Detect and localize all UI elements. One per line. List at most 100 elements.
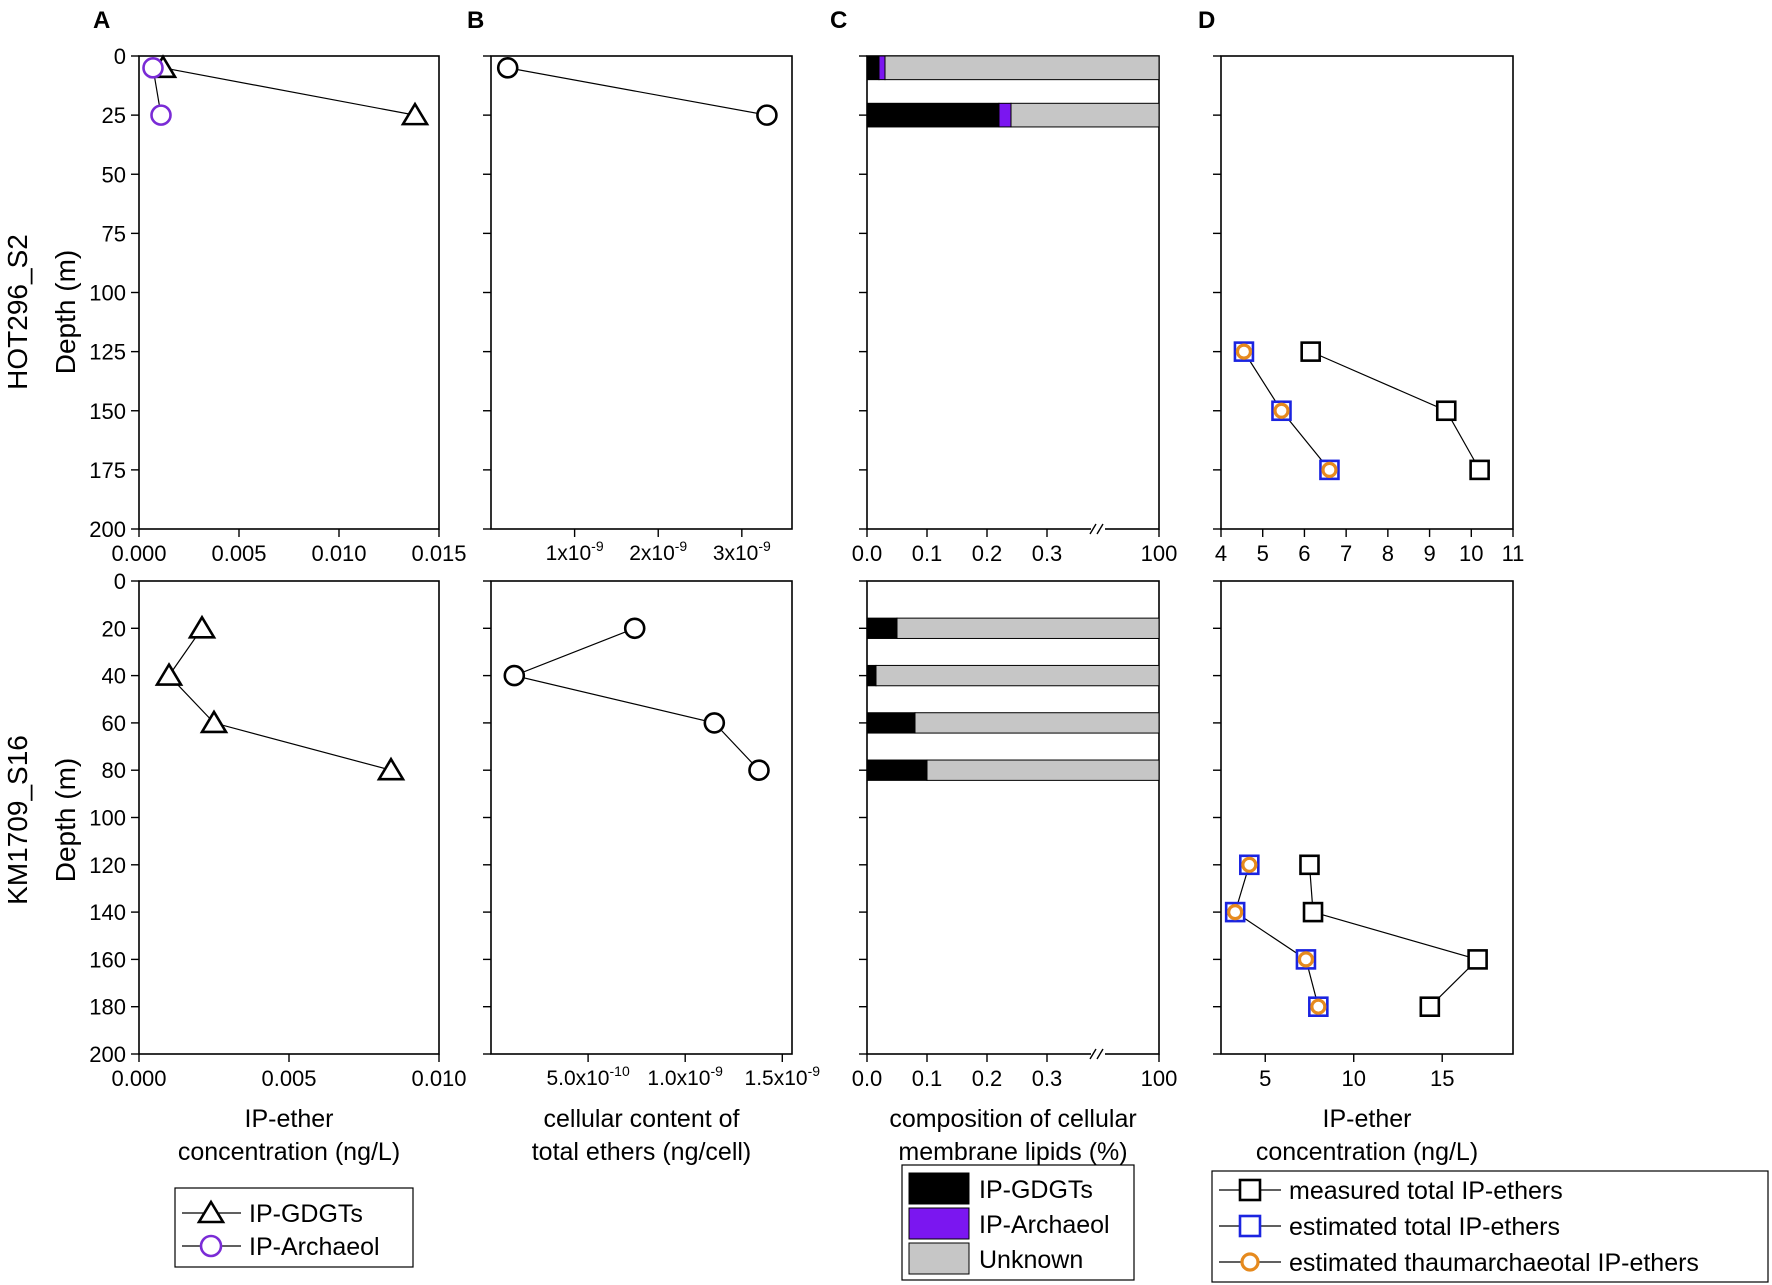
x-tick-label: 8: [1382, 541, 1394, 566]
data-point-square-black: [1467, 949, 1488, 970]
y-tick-label: 160: [89, 947, 126, 972]
y-tick-label: 200: [89, 1042, 126, 1067]
legend-d-label-estimated: estimated total IP-ethers: [1289, 1213, 1560, 1241]
x-tick-label: 0.005: [211, 541, 266, 566]
legend-c-label-gdgt: IP-GDGTs: [979, 1176, 1093, 1204]
legend-a-label-archaeol: IP-Archaeol: [249, 1233, 380, 1261]
legend-d-label-thaum: estimated thaumarchaeotal IP-ethers: [1289, 1249, 1699, 1277]
data-point-triangle: [187, 614, 217, 639]
data-point-circle-black: [748, 759, 770, 782]
legend-c-swatch-unknown: [908, 1242, 970, 1275]
data-point-circle-orange: [1321, 461, 1338, 478]
x-tick-label: 3x10-9: [713, 538, 771, 565]
y-tick-label: 40: [102, 664, 126, 689]
x-axis-title: composition of cellular membrane lipids (…: [889, 1105, 1136, 1166]
legend-a-label-gdgt: IP-GDGTs: [249, 1200, 363, 1228]
data-point-square-black: [1419, 996, 1441, 1018]
y-tick-label: 25: [102, 103, 126, 128]
y-tick-label: 100: [89, 281, 126, 306]
legend-c-swatch-archaeol: [908, 1207, 970, 1240]
axis-break-mark: [1089, 1048, 1097, 1060]
y-tick-label: 0: [114, 44, 126, 69]
panel-B-bottom: 5.0x10-10 1.0x10-9 1.5x10-9 cellular conten…: [483, 580, 820, 1166]
data-point-circle-purple: [150, 104, 172, 126]
x-tick-label: 0.2: [972, 541, 1003, 566]
legend-c-swatch-gdgt: [908, 1172, 970, 1205]
x-tick-label: 11: [1502, 541, 1525, 566]
x-tick-label: 0.1: [912, 541, 943, 566]
x-tick-label: 10: [1459, 541, 1483, 566]
bar-segment-archaeol: [998, 102, 1012, 128]
series-line-total-ethers: [512, 627, 760, 771]
row-label-station-bottom: KM1709_S16: [2, 735, 33, 905]
legend-orange-circle-icon: [1240, 1252, 1260, 1272]
series-line-ip-gdgts: [168, 627, 392, 771]
x-tick-label: 0.0: [852, 541, 883, 566]
y-tick-label: 60: [102, 711, 126, 736]
data-point-circle-black: [623, 617, 646, 640]
x-tick-label: 0.0: [852, 1066, 883, 1091]
legend-a-box: [174, 1187, 414, 1268]
legend-c: IP-GDGTs IP-Archaeol Unknown: [901, 1164, 1135, 1281]
x-tick-label: 100: [1141, 541, 1178, 566]
data-point-circle-black: [703, 712, 726, 734]
x-tick-label: 5: [1259, 1066, 1271, 1091]
x-tick-label: 5.0x10-10: [546, 1063, 630, 1090]
bar-segment-unknown: [914, 712, 1160, 734]
legend-purple-circle-icon: [199, 1234, 223, 1258]
data-point-triangle: [199, 709, 229, 734]
x-tick-label: 0.3: [1032, 1066, 1063, 1091]
bar-segment-gdgt: [866, 712, 916, 734]
plot-frame: [490, 55, 793, 530]
x-tick-label: 15: [1430, 1066, 1454, 1091]
panel-letter-a: A: [93, 7, 110, 34]
x-tick-label: 10: [1341, 1066, 1365, 1091]
legend-blue-square-icon: [1238, 1214, 1262, 1238]
bar-segment-unknown: [1010, 102, 1160, 128]
data-point-square-black: [1299, 854, 1320, 876]
x-tick-label: 9: [1423, 541, 1435, 566]
plot-frame: [490, 580, 793, 1055]
data-point-square-black: [1435, 400, 1457, 422]
y-tick-label: 140: [89, 900, 126, 925]
row-label-station-top: HOT296_S2: [2, 234, 33, 390]
x-tick-label: 6: [1298, 541, 1310, 566]
data-point-circle-black: [496, 57, 519, 79]
y-tick-label: 20: [102, 616, 126, 641]
y-tick-label: 80: [102, 758, 126, 783]
y-tick-label: 100: [89, 806, 126, 831]
bar-segment-unknown: [896, 617, 1160, 639]
x-tick-label: 5: [1257, 541, 1269, 566]
panel-letters: A B C D: [93, 7, 1215, 34]
data-point-triangle: [376, 756, 406, 781]
bar-segment-gdgt: [866, 617, 898, 639]
legend-a: IP-GDGTs IP-Archaeol: [174, 1187, 414, 1268]
axis-break-mark: [1096, 523, 1104, 535]
data-point-triangle: [400, 101, 430, 126]
x-axis-title: IP-ether concentration (ng/L): [1256, 1105, 1478, 1166]
bar-segment-gdgt: [866, 55, 880, 81]
y-tick-label: 120: [89, 853, 126, 878]
y-tick-label: 50: [102, 162, 126, 187]
data-point-square-black: [1302, 901, 1324, 923]
legend-d-label-measured: measured total IP-ethers: [1289, 1177, 1563, 1205]
y-tick-label: 0: [114, 569, 126, 594]
bar-segment-gdgt: [866, 759, 928, 781]
panel-B-top: 1x10-9 2x10-9 3x10-9: [483, 55, 793, 565]
bar-segment-unknown: [875, 664, 1160, 687]
panel-C-top: 0.0 0.1 0.2 0.3 100: [852, 55, 1178, 566]
bar-segment-archaeol: [878, 55, 886, 81]
row-labels: HOT296_S2 Depth (m) KM1709_S16 Depth (m): [2, 234, 81, 905]
x-tick-label: 100: [1141, 1066, 1178, 1091]
panel-letter-b: B: [467, 7, 484, 34]
bar-segment-gdgt: [866, 102, 1000, 128]
x-tick-label: 0.2: [972, 1066, 1003, 1091]
x-tick-label: 0.015: [411, 541, 466, 566]
x-tick-label: 0.005: [261, 1066, 316, 1091]
series-line-measured-total-ip-ethers: [1308, 864, 1479, 1008]
x-tick-label: 1x10-9: [546, 538, 604, 565]
y-tick-label: 150: [89, 399, 126, 424]
y-tick-label: 75: [102, 221, 126, 246]
data-point-circle-orange: [1297, 951, 1315, 968]
